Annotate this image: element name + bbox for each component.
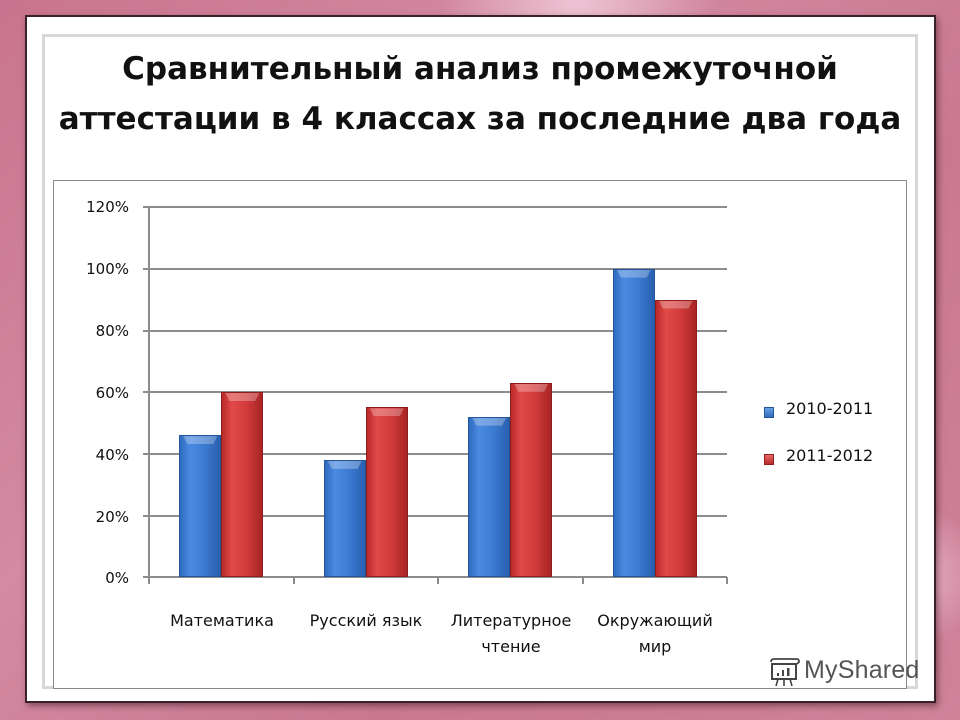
- gridline-60: [149, 391, 727, 393]
- y-axis-line: [148, 207, 150, 579]
- legend-label: 2011-2012: [786, 446, 874, 465]
- bar-2010-2011-2: [323, 459, 366, 577]
- gridline-80: [149, 330, 727, 332]
- y-tick: [143, 391, 149, 393]
- title-line-1: Сравнительный анализ промежуточной: [122, 51, 838, 87]
- gridline-120: [149, 206, 727, 208]
- bar-2011-2012-1: [221, 392, 264, 577]
- y-tick: [143, 515, 149, 517]
- bar-2010-2011-4: [612, 268, 655, 577]
- y-tick-label: 100%: [86, 260, 129, 278]
- y-tick-label: 60%: [95, 384, 129, 402]
- legend-label: 2010-2011: [786, 399, 874, 418]
- x-category-label: Окружающий мир: [583, 608, 727, 660]
- x-label-line: чтение: [481, 637, 541, 656]
- y-tick: [143, 576, 149, 578]
- y-tick-label: 20%: [95, 508, 129, 526]
- x-label-line: Окружающий: [597, 611, 713, 630]
- x-label-line: Литературное: [450, 611, 572, 630]
- x-category-label: Литературное чтение: [439, 608, 583, 660]
- x-tick: [293, 577, 295, 584]
- watermark-text: MyShared: [804, 656, 920, 684]
- chart-title: Сравнительный анализ промежуточной аттес…: [42, 44, 918, 144]
- x-label-line: Русский язык: [309, 611, 423, 630]
- y-tick-label: 80%: [95, 322, 129, 340]
- y-tick: [143, 330, 149, 332]
- y-tick-label: 120%: [86, 198, 129, 216]
- y-tick-label: 40%: [95, 446, 129, 464]
- gridline-40: [149, 453, 727, 455]
- x-label-line: Математика: [170, 611, 274, 630]
- x-category-label: Русский язык: [294, 608, 438, 634]
- bar-2011-2012-2: [365, 407, 408, 577]
- bar-2010-2011-1: [179, 435, 222, 577]
- x-tick: [148, 577, 150, 584]
- y-tick: [143, 268, 149, 270]
- presentation-board-icon: [770, 658, 800, 687]
- legend-swatch-red-icon: [764, 454, 774, 465]
- bar-2011-2012-3: [510, 382, 553, 577]
- bar-2010-2011-3: [468, 416, 511, 577]
- gridline-20: [149, 515, 727, 517]
- x-label-line: мир: [638, 637, 672, 656]
- x-category-label: Математика: [150, 608, 294, 634]
- x-tick: [582, 577, 584, 584]
- x-tick: [726, 577, 728, 584]
- y-tick-label: 0%: [105, 569, 129, 587]
- y-tick: [143, 206, 149, 208]
- x-tick: [437, 577, 439, 584]
- bar-2011-2012-4: [654, 299, 697, 577]
- title-line-2: аттестации в 4 классах за последние два …: [58, 101, 902, 137]
- y-tick: [143, 453, 149, 455]
- gridline-100: [149, 268, 727, 270]
- legend-swatch-blue-icon: [764, 407, 774, 418]
